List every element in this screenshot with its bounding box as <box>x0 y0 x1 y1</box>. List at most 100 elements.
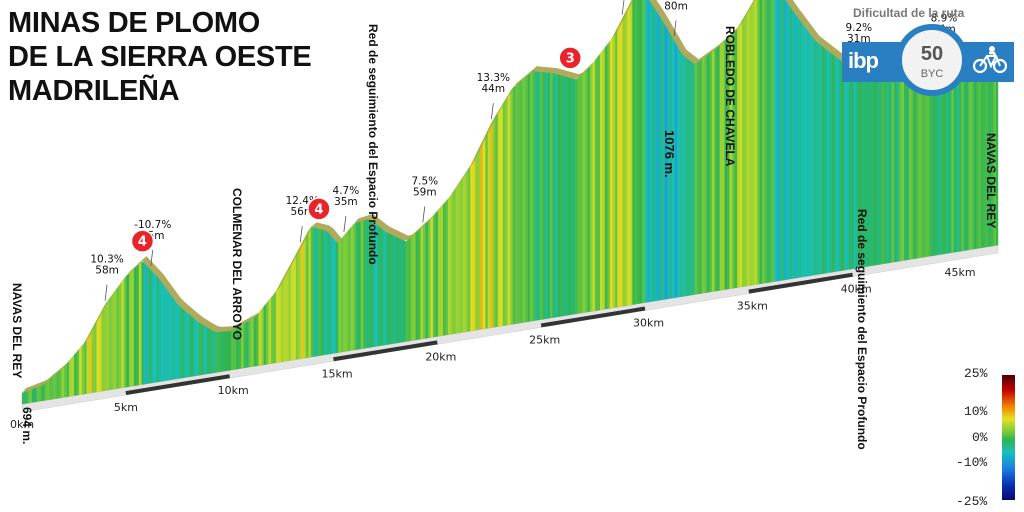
slope-segment <box>148 267 152 384</box>
annotation-leader <box>422 206 426 223</box>
slope-segment <box>913 71 917 259</box>
slope-segment <box>477 145 481 330</box>
slope-segment <box>530 70 534 322</box>
ibp-logo: ibp <box>848 48 879 73</box>
slope-segment <box>841 60 845 271</box>
slope-segment <box>270 293 274 364</box>
slope-segment <box>624 8 628 306</box>
place-label: Red de seguimiento del Espacio Profundo <box>366 24 380 265</box>
slope-segment <box>171 295 175 380</box>
slope-segment <box>684 56 688 297</box>
slope-segment <box>809 32 813 276</box>
slope-segment <box>512 85 516 325</box>
slope-segment <box>572 78 576 315</box>
slope-segment <box>123 275 127 388</box>
slope-segment <box>597 53 601 311</box>
slope-segment <box>295 249 299 360</box>
slope-segment <box>293 253 297 360</box>
slope-segment <box>427 218 431 339</box>
slope-segment <box>278 281 282 363</box>
slope-segment <box>816 41 820 275</box>
slope-segment <box>657 11 661 301</box>
km-tick-label: 45km <box>944 266 975 279</box>
slope-segment <box>193 317 197 377</box>
slope-segment <box>639 0 643 304</box>
slope-segment <box>751 0 755 286</box>
slope-segment <box>766 0 770 283</box>
annotation-text: 4.7% <box>333 185 360 197</box>
scale-label-10: 10% <box>964 404 988 419</box>
slope-segment <box>126 272 130 388</box>
slope-segment <box>56 370 60 399</box>
slope-segment <box>901 77 905 261</box>
slope-segment <box>71 354 75 397</box>
slope-segment <box>455 183 459 334</box>
slope-segment <box>206 326 210 375</box>
slope-segment <box>435 209 439 337</box>
km-tick-label: 20km <box>425 350 456 363</box>
slope-segment <box>652 4 656 302</box>
slope-segment <box>557 74 561 317</box>
slope-segment <box>547 72 551 319</box>
km-tick-label: 10km <box>218 384 249 397</box>
annotation-text: 10.3% <box>90 254 123 266</box>
slope-segment <box>814 39 818 276</box>
slope-segment <box>221 331 225 372</box>
slope-segment <box>345 229 349 352</box>
annotation-text: -10.7% <box>134 219 171 231</box>
slope-segment <box>395 236 399 344</box>
slope-segment <box>781 0 785 281</box>
slope-segment <box>390 233 394 345</box>
slope-segment <box>143 262 147 385</box>
slope-segment <box>903 76 907 261</box>
climb-category-number: 4 <box>138 235 147 250</box>
slope-segment <box>619 17 623 307</box>
slope-segment <box>46 379 50 401</box>
slope-segment <box>804 25 808 277</box>
km-tick-label: 15km <box>321 367 352 380</box>
slope-segment <box>627 3 631 306</box>
slope-segment <box>243 321 247 369</box>
slope-segment <box>891 79 895 263</box>
annotation-text: 9.2% <box>845 22 872 34</box>
km-scale-segment <box>748 272 853 294</box>
slope-segment <box>888 79 892 263</box>
slope-segment <box>315 227 319 357</box>
slope-segment <box>958 64 962 252</box>
gradient-scale-bar <box>1002 375 1015 500</box>
slope-segment <box>592 59 596 312</box>
slope-segment <box>153 272 157 383</box>
slope-segment <box>44 381 48 401</box>
slope-segment <box>432 212 436 338</box>
slope-segment <box>490 119 494 328</box>
slope-segment <box>211 329 215 374</box>
slope-segment <box>515 83 519 324</box>
km-scale-segment <box>125 374 230 396</box>
annotation-text: 7.5% <box>411 175 438 187</box>
slope-segment <box>594 56 598 311</box>
slope-segment <box>736 23 740 288</box>
slope-segment <box>109 294 112 391</box>
slope-segment <box>692 61 696 296</box>
slope-segment <box>567 76 571 316</box>
annotation-leader <box>490 103 494 120</box>
slope-segment <box>133 266 137 386</box>
slope-segment <box>617 22 621 308</box>
slope-segment <box>565 76 568 316</box>
slope-segment <box>517 81 521 324</box>
slope-segment <box>136 263 140 386</box>
slope-segment <box>831 53 835 273</box>
difficulty-score-circle: 50 BYC <box>896 24 968 96</box>
km-tick-label: 40km <box>841 283 872 296</box>
slope-segment <box>79 345 83 395</box>
slope-segment <box>719 42 723 291</box>
slope-segment <box>118 281 122 389</box>
slope-segment <box>739 19 743 288</box>
slope-segment <box>918 67 922 259</box>
slope-segment <box>587 65 591 313</box>
slope-segment <box>99 310 102 392</box>
slope-segment <box>158 278 162 382</box>
place-label: COLMENAR DEL ARROYO <box>230 188 244 341</box>
slope-segment <box>400 238 404 343</box>
slope-segment <box>178 305 182 379</box>
